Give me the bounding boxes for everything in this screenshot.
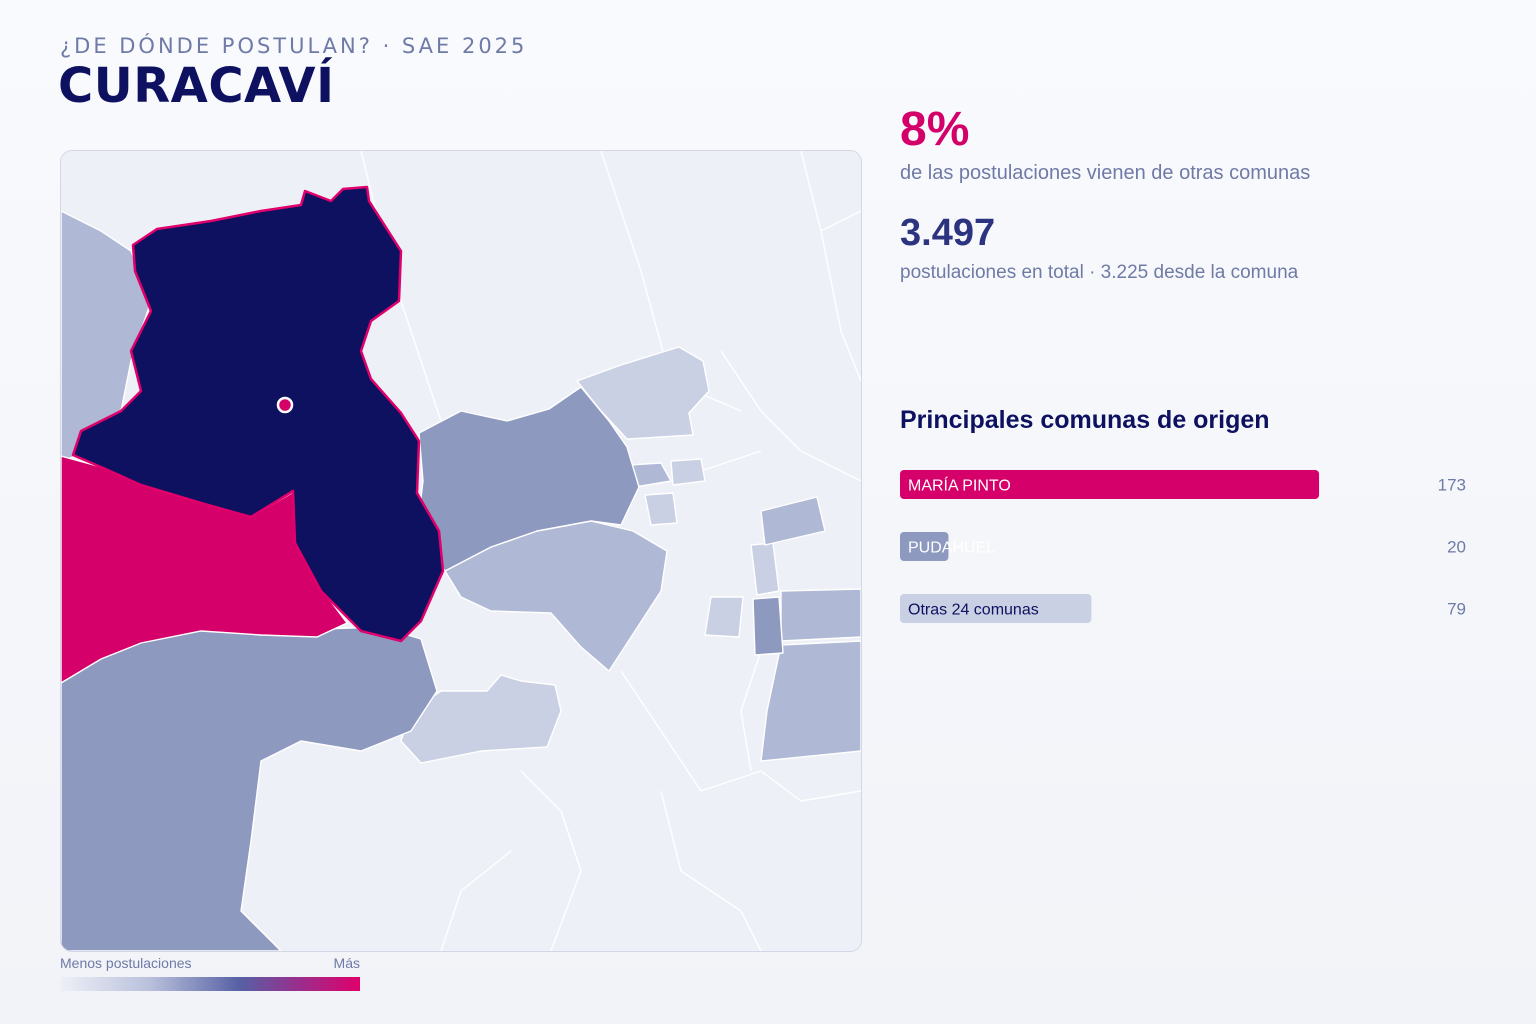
commune-high — [752, 596, 784, 656]
origin-bar-chart: MARÍA PINTO 173 PUDAHUEL 20 Otras 24 comunas… — [900, 470, 1466, 623]
legend-labels: Menos postulaciones Más — [60, 954, 360, 972]
bar-2 — [900, 594, 1092, 623]
bar-value-1: 20 — [1447, 538, 1466, 557]
commune-low — [644, 492, 678, 526]
map-svg — [61, 151, 861, 951]
bar-label-1: PUDAHUEL — [908, 540, 995, 557]
chart-title: Principales comunas de origen — [900, 406, 1270, 434]
commune-mid — [780, 588, 861, 642]
commune-curacavi — [71, 185, 445, 643]
bar-value-2: 79 — [1447, 600, 1466, 619]
total-applications-desc: postulaciones en total · 3.225 desde la … — [900, 262, 1299, 283]
total-applications: 3.497 — [900, 212, 996, 254]
commune-mid — [760, 496, 826, 546]
commune-low — [400, 674, 562, 764]
commune-centroid-marker — [276, 396, 294, 414]
legend-gradient — [60, 977, 360, 991]
legend-high-label: Más — [333, 955, 360, 971]
commune-low — [576, 346, 710, 440]
bar-value-0: 173 — [1438, 476, 1466, 495]
commune-boundary — [360, 151, 861, 951]
external-percentage-desc: de las postulaciones vienen de otras com… — [900, 162, 1311, 184]
bar-0 — [900, 470, 1320, 499]
bar-label-2: Otras 24 comunas — [908, 602, 1039, 619]
choropleth-map — [60, 150, 862, 952]
commune-low — [704, 596, 744, 638]
legend-low-label: Menos postulaciones — [60, 955, 192, 971]
map-legend: Menos postulaciones Más — [60, 954, 360, 991]
commune-low — [670, 458, 706, 486]
external-percentage: 8% — [900, 103, 970, 156]
bar-label-0: MARÍA PINTO — [908, 476, 1011, 495]
bar-1 — [900, 532, 949, 561]
commune-mid — [760, 640, 861, 762]
page-title: CURACAVÍ — [58, 58, 335, 114]
commune-mid — [61, 210, 152, 462]
eyebrow: ¿DE DÓNDE POSTULAN? · SAE 2025 — [60, 34, 528, 58]
